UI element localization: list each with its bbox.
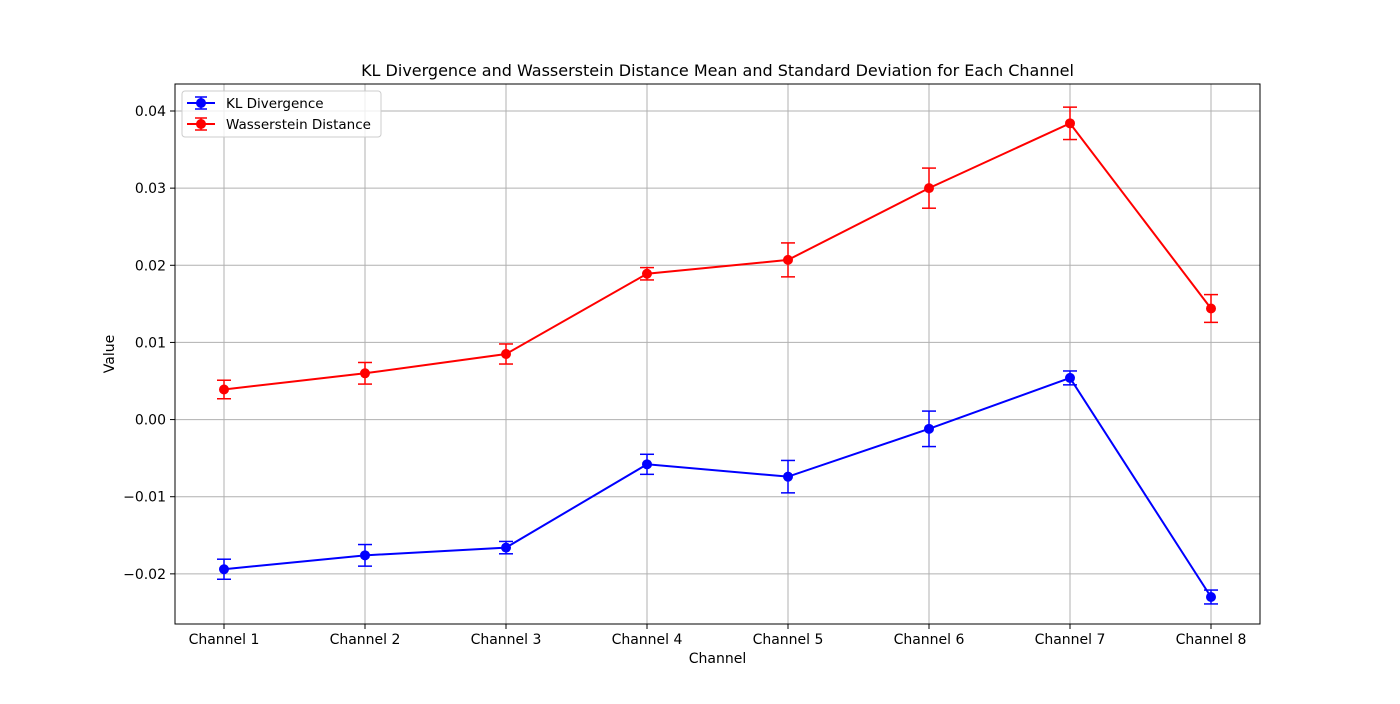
wasserstein-distance-point	[642, 268, 652, 279]
legend-label: Wasserstein Distance	[226, 117, 371, 133]
y-tick-label: 0.03	[135, 181, 166, 197]
legend-item-wasserstein-distance: Wasserstein Distance	[187, 117, 371, 133]
wasserstein-distance-point	[924, 183, 934, 194]
series-layer	[217, 106, 1218, 605]
kl-divergence-point	[783, 471, 793, 482]
kl-divergence-line	[223, 376, 1212, 598]
y-tick-label: 0.01	[135, 335, 166, 351]
axis-ticks: Channel 1 Channel 2 Channel 3 Channel 4 Chan…	[123, 104, 1246, 648]
plot-area-frame	[174, 83, 1261, 625]
x-tick-label: Channel 4	[612, 632, 683, 648]
x-axis-label: Channel	[689, 651, 746, 667]
kl-divergence-point	[501, 542, 511, 553]
x-tick-label: Channel 7	[1035, 632, 1106, 648]
legend-item-kl-divergence: KL Divergence	[187, 96, 324, 112]
legend: KL Divergence Wasserstein Distance	[181, 90, 382, 138]
wasserstein-distance-point	[219, 384, 229, 395]
legend-box	[181, 90, 382, 138]
y-tick-label: 0.04	[135, 104, 166, 120]
y-axis-label: Value	[102, 335, 118, 373]
x-tick-label: Channel 3	[471, 632, 542, 648]
x-tick-label: Channel 1	[189, 632, 260, 648]
legend-marker	[196, 98, 206, 108]
wasserstein-distance-point	[501, 349, 511, 359]
wasserstein-distance-line	[223, 122, 1212, 391]
wasserstein-distance-point	[1065, 118, 1075, 129]
x-tick-label: Channel 2	[330, 632, 401, 648]
kl-divergence-point	[219, 564, 229, 575]
grid	[175, 84, 1260, 624]
kl-divergence-point	[642, 459, 652, 470]
y-tick-label: 0.02	[135, 258, 166, 274]
kl-divergence-point	[1065, 372, 1075, 383]
y-tick-label: −0.01	[123, 490, 166, 506]
chart-title: KL Divergence and Wasserstein Distance M…	[361, 61, 1074, 80]
y-tick-label: 0.00	[135, 413, 166, 429]
wasserstein-distance-point	[360, 368, 370, 379]
wasserstein-distance-point	[783, 254, 793, 265]
legend-marker	[196, 119, 206, 129]
x-tick-label: Channel 6	[894, 632, 965, 648]
x-tick-label: Channel 5	[753, 632, 824, 648]
x-tick-label: Channel 8	[1176, 632, 1247, 648]
wasserstein-distance-point	[1206, 303, 1216, 314]
kl-divergence-point	[924, 423, 934, 434]
kl-divergence-point	[360, 550, 370, 561]
kl-divergence-series	[217, 370, 1218, 605]
y-tick-label: −0.02	[123, 567, 166, 583]
kl-divergence-point	[1206, 592, 1216, 602]
wasserstein-distance-series	[217, 106, 1218, 400]
legend-label: KL Divergence	[226, 96, 324, 112]
